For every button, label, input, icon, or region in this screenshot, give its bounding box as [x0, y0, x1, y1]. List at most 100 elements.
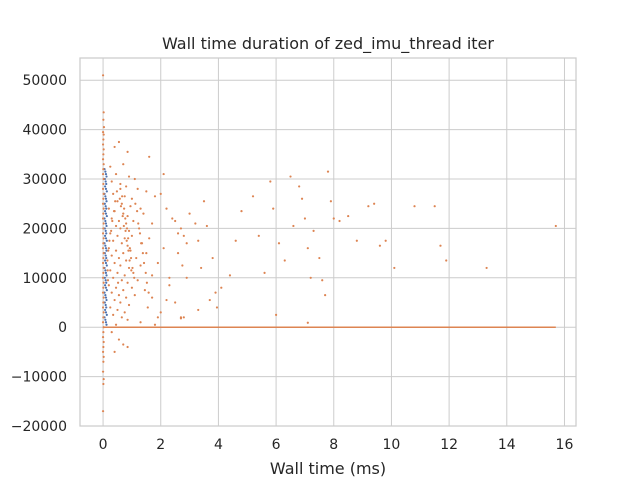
- data-point: [103, 210, 107, 213]
- data-point: [135, 210, 139, 213]
- data-point: [101, 350, 105, 354]
- data-point: [122, 163, 125, 166]
- data-point: [126, 281, 129, 284]
- data-point: [105, 239, 108, 242]
- data-point: [104, 237, 108, 240]
- data-point: [134, 202, 137, 205]
- data-point: [126, 345, 129, 349]
- data-point: [112, 239, 115, 242]
- data-point: [257, 234, 260, 237]
- data-point: [101, 335, 105, 339]
- data-point: [104, 254, 107, 257]
- data-point: [102, 192, 105, 195]
- data-point: [105, 289, 108, 292]
- data-point: [116, 308, 119, 312]
- data-point: [101, 306, 105, 309]
- data-point: [174, 301, 177, 304]
- data-point: [132, 271, 135, 274]
- data-point: [107, 207, 110, 210]
- data-point: [338, 219, 341, 223]
- x-tick-label: 16: [556, 437, 574, 453]
- data-point: [116, 281, 120, 284]
- data-point: [117, 294, 121, 297]
- data-point: [131, 266, 134, 270]
- data-point: [113, 261, 116, 265]
- data-point: [105, 182, 108, 186]
- data-point: [102, 266, 105, 270]
- data-point: [355, 239, 358, 242]
- x-tick-label: 10: [383, 437, 401, 453]
- data-point: [114, 224, 118, 228]
- data-point: [118, 197, 121, 200]
- data-point: [121, 195, 124, 198]
- data-point: [104, 318, 107, 321]
- data-point: [104, 303, 107, 307]
- data-point: [188, 212, 191, 215]
- data-point: [138, 227, 141, 230]
- data-point: [129, 249, 132, 252]
- data-point: [117, 140, 121, 144]
- data-point: [159, 311, 162, 314]
- data-point: [104, 222, 108, 225]
- data-point: [124, 217, 127, 220]
- data-point: [121, 214, 124, 218]
- data-point: [127, 229, 131, 232]
- x-tick-label: 2: [156, 437, 165, 453]
- data-point: [139, 321, 142, 324]
- data-point: [101, 410, 105, 413]
- data-point: [101, 291, 105, 294]
- data-point: [150, 274, 154, 277]
- grid-lines: [80, 58, 576, 427]
- x-tick-label: 8: [329, 437, 338, 453]
- data-point: [102, 163, 105, 166]
- data-point: [123, 207, 126, 210]
- data-point: [289, 175, 292, 178]
- data-point: [122, 343, 125, 346]
- data-point: [128, 247, 131, 250]
- data-point: [128, 259, 131, 262]
- data-series: [101, 74, 557, 413]
- data-point: [102, 256, 105, 260]
- data-point: [168, 284, 171, 287]
- y-tick-label: 50000: [22, 73, 67, 89]
- data-point: [185, 242, 188, 245]
- data-point: [125, 227, 129, 230]
- data-point: [145, 281, 149, 284]
- data-point: [102, 301, 105, 304]
- data-point: [120, 316, 123, 319]
- data-point: [105, 249, 108, 252]
- data-point: [102, 118, 105, 121]
- data-point: [107, 249, 110, 252]
- data-point: [102, 281, 105, 284]
- data-point: [123, 274, 126, 277]
- data-point: [318, 256, 321, 260]
- data-point: [106, 259, 109, 262]
- data-point: [136, 187, 139, 190]
- data-point: [125, 239, 128, 242]
- data-point: [102, 382, 105, 386]
- data-point: [182, 316, 185, 319]
- data-point: [102, 360, 105, 363]
- data-point: [329, 200, 332, 203]
- x-axis-label: Wall time (ms): [270, 459, 386, 478]
- data-point: [156, 261, 159, 265]
- data-point: [119, 187, 122, 190]
- y-tick-label: −20000: [11, 419, 67, 435]
- data-point: [176, 232, 180, 235]
- data-point: [202, 200, 206, 203]
- data-point: [277, 242, 281, 245]
- data-point: [113, 145, 116, 149]
- data-point: [104, 279, 107, 282]
- y-tick-labels: −20000 −10000 0 10000 20000 30000 40000 50000: [11, 73, 67, 435]
- data-point: [104, 296, 108, 299]
- data-point: [194, 222, 197, 225]
- data-point: [309, 276, 312, 279]
- data-point: [140, 242, 143, 245]
- data-point: [306, 247, 309, 250]
- data-point: [142, 261, 146, 265]
- data-point: [102, 331, 105, 334]
- y-tick-label: 20000: [22, 221, 67, 237]
- data-point: [101, 187, 105, 190]
- data-point: [413, 205, 416, 208]
- data-point: [109, 306, 112, 309]
